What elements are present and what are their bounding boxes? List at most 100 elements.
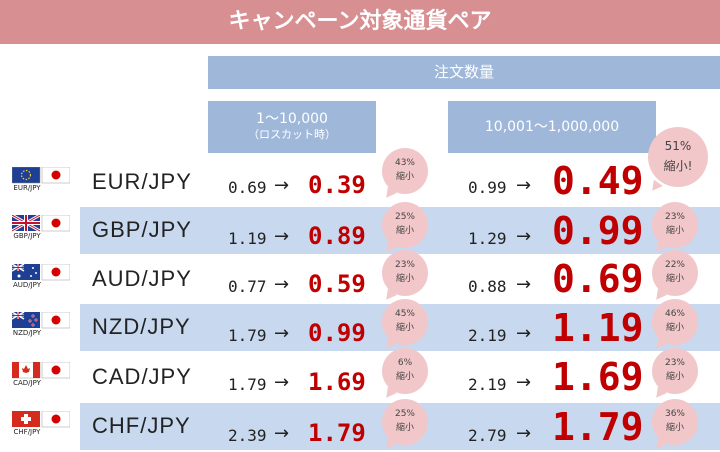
high-old-spread: 2.79 (468, 426, 507, 445)
high-new-spread: 1.79 (552, 405, 644, 449)
currency-pair: CAD/JPY (92, 364, 192, 389)
low-old-spread: 2.39 (228, 426, 267, 445)
high-reduction-label: 縮小 (665, 323, 684, 333)
currency-row: GBP/JPY GBP/JPY 1.19 → 0.89 25% 縮小 1.29 →… (0, 202, 720, 254)
low-reduction-badge: 43% 縮小 (382, 148, 428, 194)
low-reduction-badge: 25% 縮小 (382, 399, 428, 445)
low-reduction-badge: 25% 縮小 (382, 202, 428, 248)
currency-row: NZD/JPY NZD/JPY 1.79 → 0.99 45% 縮小 2.19 →… (0, 299, 720, 351)
low-reduction-label: 縮小 (395, 274, 414, 284)
high-reduction-pct: 51% (664, 139, 692, 153)
arrow-icon: → (516, 274, 532, 295)
low-reduction-badge: 45% 縮小 (382, 299, 428, 345)
arrow-icon: → (274, 274, 290, 295)
currency-pair: GBP/JPY (92, 217, 192, 242)
arrow-icon: → (516, 423, 532, 444)
high-reduction-label: 縮小 (665, 226, 684, 236)
low-reduction-pct: 43% (394, 158, 415, 168)
campaign-title: キャンペーン対象通貨ペア (0, 0, 720, 44)
low-reduction-badge: 6% 縮小 (382, 348, 428, 394)
low-reduction-label: 縮小 (395, 226, 414, 236)
low-reduction-pct: 23% (394, 260, 415, 270)
high-reduction-label: 縮小! (663, 159, 693, 173)
low-reduction-pct: 25% (394, 409, 415, 419)
ca-jp-flag-icon: CAD/JPY (12, 362, 70, 388)
high-reduction-badge: 51% 縮小! (648, 127, 708, 187)
high-reduction-pct: 46% (664, 309, 685, 319)
flag-code: GBP/JPY (13, 232, 41, 240)
flag-code: NZD/JPY (12, 329, 42, 337)
high-new-spread: 1.69 (552, 355, 644, 399)
arrow-icon: → (516, 323, 532, 344)
high-reduction-pct: 36% (664, 409, 685, 419)
low-reduction-pct: 25% (394, 212, 415, 222)
low-tier-range: 1〜10,000 (256, 111, 328, 127)
high-reduction-badge: 36% 縮小 (652, 399, 698, 445)
low-tier-note: （ロスカット時） (248, 128, 336, 141)
au-jp-flag-icon: AUD/JPY (12, 264, 70, 290)
currency-row: CAD/JPY CAD/JPY 1.79 → 1.69 6% 縮小 2.19 → … (0, 348, 720, 401)
low-tier-header: 1〜10,000 （ロスカット時） (208, 101, 376, 153)
eu-jp-flag-icon: EUR/JPY (12, 167, 70, 193)
high-old-spread: 2.19 (468, 375, 507, 394)
low-reduction-label: 縮小 (395, 423, 414, 433)
high-reduction-badge: 23% 縮小 (652, 348, 698, 394)
currency-pair: EUR/JPY (92, 169, 192, 194)
low-old-spread: 1.19 (228, 229, 267, 248)
high-new-spread: 0.99 (552, 209, 644, 253)
high-reduction-pct: 22% (664, 260, 685, 270)
gb-jp-flag-icon: GBP/JPY (12, 215, 70, 241)
currency-pair: NZD/JPY (92, 314, 191, 339)
arrow-icon: → (516, 175, 532, 196)
high-reduction-badge: 46% 縮小 (652, 299, 698, 345)
flag-code: EUR/JPY (13, 184, 41, 192)
high-old-spread: 0.88 (468, 277, 507, 296)
low-old-spread: 0.69 (228, 178, 267, 197)
currency-pair: CHF/JPY (92, 413, 191, 438)
arrow-icon: → (274, 226, 290, 247)
low-reduction-pct: 45% (394, 309, 415, 319)
high-reduction-label: 縮小 (665, 372, 684, 382)
low-new-spread: 0.59 (308, 270, 366, 298)
low-reduction-badge: 23% 縮小 (382, 250, 428, 296)
high-new-spread: 0.69 (552, 257, 644, 301)
high-reduction-pct: 23% (664, 212, 685, 222)
high-reduction-badge: 23% 縮小 (652, 202, 698, 248)
arrow-icon: → (274, 323, 290, 344)
currency-row: EUR/JPY EUR/JPY 0.69 → 0.39 43% 縮小 0.99 →… (0, 127, 720, 206)
arrow-icon: → (516, 226, 532, 247)
high-old-spread: 2.19 (468, 326, 507, 345)
nz-jp-flag-icon: NZD/JPY (12, 312, 70, 338)
high-new-spread: 1.19 (552, 306, 644, 350)
high-new-spread: 0.49 (552, 159, 644, 203)
low-old-spread: 1.79 (228, 375, 267, 394)
currency-row: AUD/JPY AUD/JPY 0.77 → 0.59 23% 縮小 0.88 →… (0, 250, 720, 303)
arrow-icon: → (516, 372, 532, 393)
high-old-spread: 1.29 (468, 229, 507, 248)
low-new-spread: 0.99 (308, 319, 366, 347)
low-new-spread: 1.69 (308, 368, 366, 396)
high-tier-header: 10,001〜1,000,000 (448, 101, 656, 153)
arrow-icon: → (274, 423, 290, 444)
low-reduction-pct: 6% (397, 358, 413, 368)
low-reduction-label: 縮小 (395, 372, 414, 382)
arrow-icon: → (274, 175, 290, 196)
arrow-icon: → (274, 372, 290, 393)
high-reduction-label: 縮小 (665, 274, 684, 284)
low-new-spread: 1.79 (308, 419, 366, 447)
flag-code: CAD/JPY (13, 379, 41, 387)
flag-code: CHF/JPY (13, 428, 41, 436)
high-reduction-badge: 22% 縮小 (652, 250, 698, 296)
low-new-spread: 0.39 (308, 171, 366, 199)
low-reduction-label: 縮小 (395, 172, 414, 182)
low-reduction-label: 縮小 (395, 323, 414, 333)
ch-jp-flag-icon: CHF/JPY (12, 411, 70, 437)
currency-pair: AUD/JPY (92, 266, 192, 291)
low-old-spread: 1.79 (228, 326, 267, 345)
low-old-spread: 0.77 (228, 277, 267, 296)
high-old-spread: 0.99 (468, 178, 507, 197)
flag-code: AUD/JPY (12, 281, 42, 289)
currency-row: CHF/JPY CHF/JPY 2.39 → 1.79 25% 縮小 2.79 →… (0, 399, 720, 450)
order-quantity-header: 注文数量 (208, 56, 720, 89)
low-new-spread: 0.89 (308, 222, 366, 250)
